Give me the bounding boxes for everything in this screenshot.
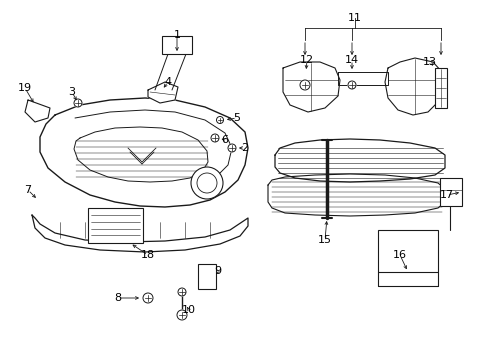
Text: 7: 7 xyxy=(24,185,32,195)
Polygon shape xyxy=(40,98,247,207)
Bar xyxy=(88,208,142,243)
Circle shape xyxy=(216,117,223,123)
Text: 16: 16 xyxy=(392,250,406,260)
Text: 19: 19 xyxy=(18,83,32,93)
Circle shape xyxy=(142,293,153,303)
Text: 12: 12 xyxy=(299,55,313,65)
Polygon shape xyxy=(25,100,50,122)
Circle shape xyxy=(197,173,217,193)
Circle shape xyxy=(178,288,185,296)
Bar xyxy=(162,36,192,54)
Text: 1: 1 xyxy=(173,30,180,40)
Text: 5: 5 xyxy=(233,113,240,123)
Polygon shape xyxy=(267,174,444,216)
Text: 14: 14 xyxy=(344,55,358,65)
Bar xyxy=(198,264,216,289)
Bar xyxy=(439,178,461,206)
Text: 8: 8 xyxy=(114,293,122,303)
Polygon shape xyxy=(148,82,178,103)
Circle shape xyxy=(347,81,355,89)
Text: 6: 6 xyxy=(221,135,228,145)
Circle shape xyxy=(227,144,236,152)
Circle shape xyxy=(177,310,186,320)
Polygon shape xyxy=(283,62,339,112)
Circle shape xyxy=(299,80,309,90)
Text: 18: 18 xyxy=(141,250,155,260)
Text: 11: 11 xyxy=(347,13,361,23)
Circle shape xyxy=(191,167,223,199)
Text: 15: 15 xyxy=(317,235,331,245)
Polygon shape xyxy=(384,58,444,115)
Polygon shape xyxy=(337,72,387,85)
Bar xyxy=(434,68,446,108)
Text: 9: 9 xyxy=(214,266,221,276)
Text: 13: 13 xyxy=(422,57,436,67)
Text: 3: 3 xyxy=(68,87,75,97)
Polygon shape xyxy=(32,215,247,252)
Bar xyxy=(377,230,437,272)
Text: 17: 17 xyxy=(439,190,453,200)
Text: 10: 10 xyxy=(182,305,196,315)
Circle shape xyxy=(210,134,219,142)
Circle shape xyxy=(74,99,82,107)
Polygon shape xyxy=(274,139,444,182)
Polygon shape xyxy=(74,127,207,182)
Text: 2: 2 xyxy=(241,143,248,153)
Text: 4: 4 xyxy=(164,77,171,87)
